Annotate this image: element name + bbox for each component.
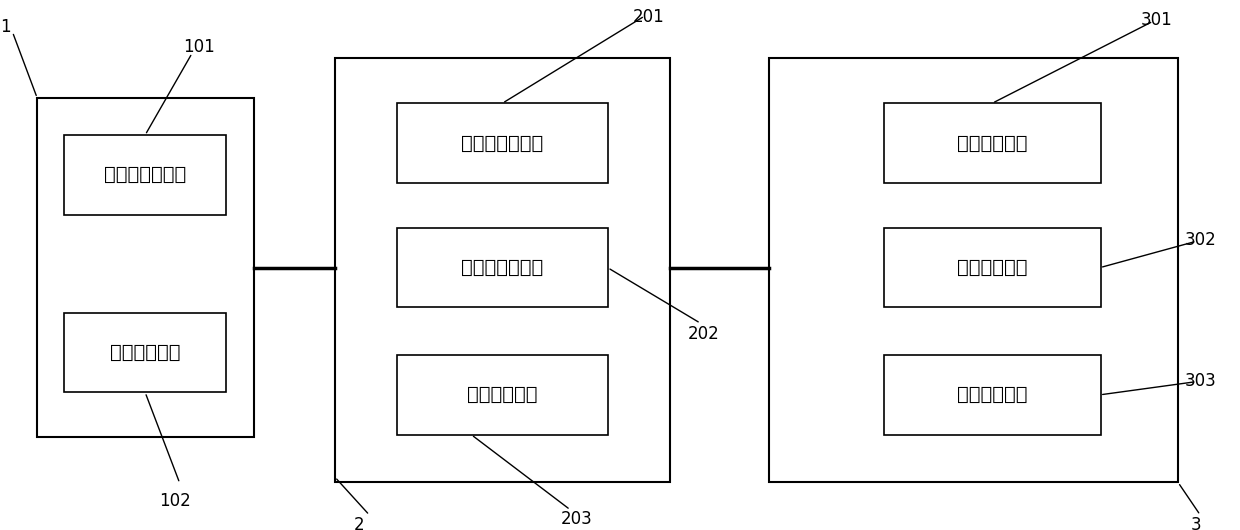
Bar: [64, 135, 226, 215]
Text: 303: 303: [1184, 372, 1216, 390]
Text: 周期自启动模块: 周期自启动模块: [104, 165, 186, 184]
Bar: [397, 355, 608, 435]
Text: 1: 1: [0, 17, 11, 36]
Bar: [64, 313, 226, 392]
Text: 301: 301: [1141, 11, 1173, 29]
Bar: [883, 355, 1101, 435]
Bar: [397, 103, 608, 183]
Text: 变电站校验模块: 变电站校验模块: [461, 134, 543, 153]
Bar: [397, 228, 608, 307]
Text: 硬件自检模块: 硬件自检模块: [957, 134, 1027, 153]
Text: 202: 202: [688, 325, 720, 343]
Text: 通道检测模块: 通道检测模块: [957, 385, 1027, 404]
Text: 人工启动模块: 人工启动模块: [110, 343, 180, 362]
Bar: [883, 228, 1101, 307]
Text: 102: 102: [159, 492, 191, 510]
Bar: [37, 98, 254, 437]
Text: 软件自检模块: 软件自检模块: [957, 258, 1027, 277]
Text: 密鑰校验模块: 密鑰校验模块: [467, 385, 537, 404]
Text: 远动机校验模块: 远动机校验模块: [461, 258, 543, 277]
Bar: [883, 103, 1101, 183]
Bar: [335, 58, 670, 482]
Bar: [769, 58, 1178, 482]
Text: 201: 201: [632, 8, 665, 26]
Text: 302: 302: [1184, 231, 1216, 249]
Text: 101: 101: [184, 38, 216, 56]
Text: 3: 3: [1190, 516, 1202, 530]
Text: 203: 203: [560, 510, 593, 528]
Text: 2: 2: [353, 516, 365, 530]
